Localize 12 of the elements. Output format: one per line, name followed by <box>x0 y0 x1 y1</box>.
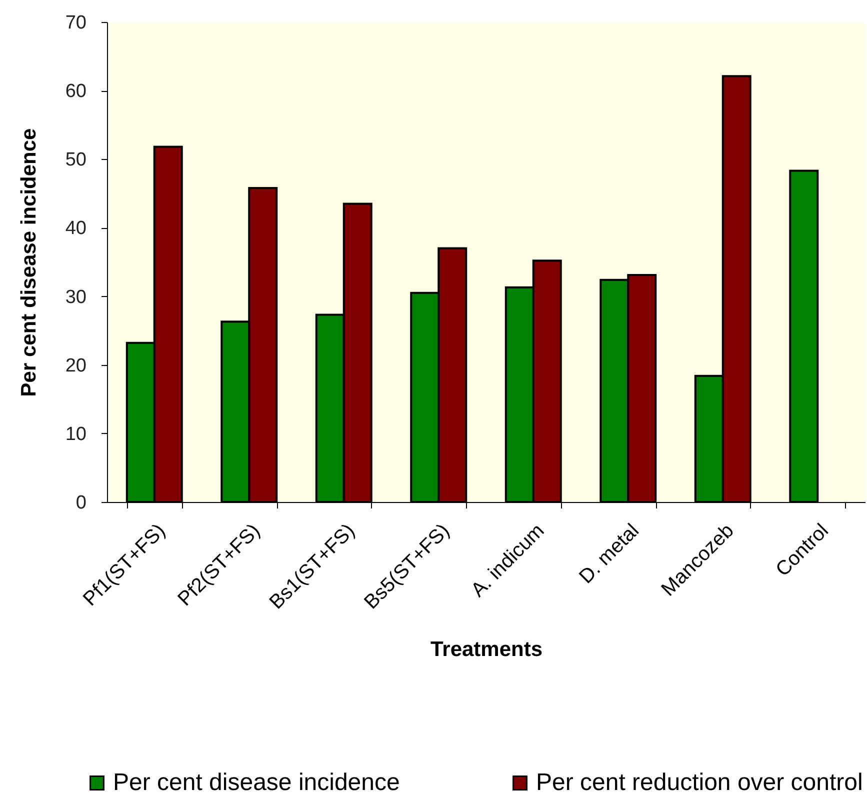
y-tick-label: 20 <box>65 355 86 376</box>
x-axis-title: Treatments <box>430 638 543 661</box>
y-tick-label: 60 <box>65 81 86 102</box>
y-tick-label: 40 <box>65 218 86 240</box>
y-tick-label: 50 <box>65 150 86 171</box>
y-tick-label: 0 <box>76 492 86 514</box>
y-tick-label: 30 <box>65 286 86 308</box>
legend-label: Per cent disease incidence <box>113 769 400 796</box>
y-tick-label: 10 <box>65 424 86 445</box>
y-axis-title: Per cent disease incidence <box>17 128 40 397</box>
legend-label: Per cent reduction over control <box>536 769 863 796</box>
y-tick-label: 70 <box>65 12 86 34</box>
